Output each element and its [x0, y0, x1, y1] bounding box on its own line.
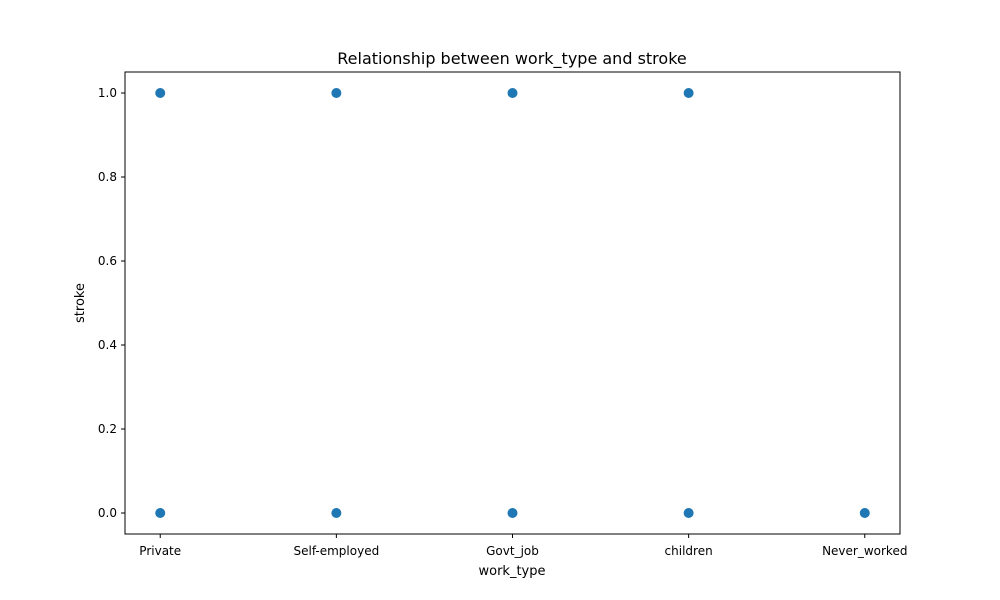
data-point	[859, 508, 870, 518]
y-tick-label: 0.4	[98, 338, 117, 352]
y-tick-label: 0.8	[98, 170, 117, 184]
data-point	[507, 508, 518, 518]
y-tick-label: 0.2	[98, 422, 117, 436]
data-point	[155, 508, 166, 518]
data-point	[331, 88, 342, 98]
x-tick-label: Private	[139, 544, 181, 558]
chart-title: Relationship between work_type and strok…	[337, 49, 686, 69]
x-axis-label: work_type	[479, 564, 546, 579]
data-point	[155, 88, 166, 98]
y-axis-label: stroke	[73, 283, 88, 323]
x-tick-label: Govt_job	[486, 544, 539, 558]
plot-area	[124, 71, 901, 535]
x-tick-label: Never_worked	[822, 544, 907, 558]
x-tick-label: children	[665, 544, 713, 558]
data-point	[683, 508, 694, 518]
x-axis: Private Self-employed Govt_job children Neve…	[139, 534, 907, 558]
x-tick-label: Self-employed	[294, 544, 380, 558]
y-tick-label: 0.0	[98, 506, 117, 520]
data-point	[331, 508, 342, 518]
y-tick-label: 1.0	[98, 86, 117, 100]
y-tick-label: 0.6	[98, 254, 117, 268]
data-point	[507, 88, 518, 98]
y-axis: 0.0 0.2 0.4 0.6 0.8 1.0	[98, 86, 125, 520]
data-points	[155, 88, 870, 518]
data-point	[683, 88, 694, 98]
